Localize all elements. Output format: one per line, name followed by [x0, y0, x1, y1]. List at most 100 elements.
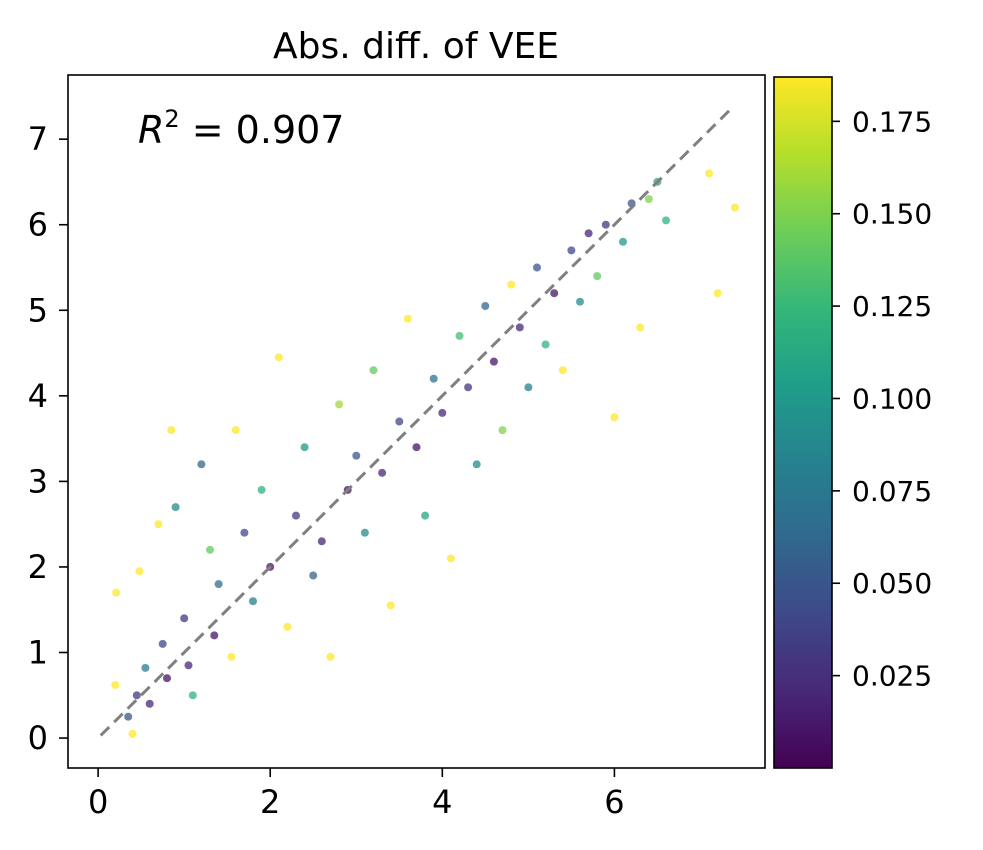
scatter-point: [132, 690, 142, 700]
y-tick-label: 5: [28, 291, 48, 329]
scatter-point: [489, 357, 499, 366]
y-tick-label: 2: [28, 548, 48, 586]
scatter-point: [455, 331, 464, 341]
scatter-point: [360, 528, 370, 538]
scatter-point: [437, 408, 447, 418]
scatter-point: [214, 579, 224, 589]
scatter-point: [171, 502, 181, 512]
scatter-point: [567, 245, 576, 255]
scatter-point: [498, 425, 507, 435]
scatter-point: [386, 601, 396, 610]
scatter-points: [110, 168, 740, 739]
colorbar-tick-label: 0.050: [852, 567, 932, 600]
scatter-point: [291, 511, 301, 520]
scatter-point: [326, 652, 335, 662]
colorbar-tick-label: 0.175: [852, 105, 932, 138]
scatter-point: [300, 442, 309, 452]
y-tick-label: 7: [28, 120, 48, 158]
colorbar-tick-label: 0.075: [852, 475, 932, 508]
scatter-point: [446, 554, 456, 563]
scatter-point: [196, 459, 206, 469]
scatter-point: [274, 352, 284, 362]
scatter-point: [463, 382, 473, 392]
scatter-point: [334, 399, 344, 409]
scatter-point: [188, 690, 198, 700]
scatter-point: [257, 485, 266, 495]
scatter-point: [377, 468, 387, 478]
scatter-point: [618, 237, 628, 247]
scatter-point: [145, 699, 155, 709]
scatter-point: [584, 228, 593, 238]
scatter-point: [644, 194, 654, 204]
scatter-point: [713, 288, 723, 298]
y-tick-label: 3: [28, 462, 48, 500]
x-tick-label: 6: [604, 783, 624, 821]
scatter-point: [592, 271, 602, 281]
scatter-point: [128, 729, 137, 739]
scatter-point: [515, 322, 525, 332]
scatter-point: [635, 322, 645, 332]
scatter-point: [166, 425, 176, 435]
r-squared-superscript: 2: [164, 105, 179, 133]
scatter-point: [209, 631, 219, 640]
scatter-point: [420, 511, 430, 520]
scatter-point: [123, 712, 133, 722]
scatter-point: [369, 365, 378, 375]
scatter-point: [506, 280, 516, 289]
scatter-point: [480, 301, 490, 311]
scatter-point: [158, 639, 168, 649]
scatter-point: [472, 459, 482, 469]
scatter-point: [231, 425, 241, 435]
scatter-point: [524, 382, 533, 392]
scatter-point: [111, 588, 121, 597]
y-tick-label: 0: [28, 719, 48, 757]
scatter-point: [134, 566, 144, 576]
scatter-point: [162, 673, 172, 683]
scatter-point: [308, 571, 318, 580]
colorbar: [773, 76, 833, 769]
scatter-point: [239, 528, 249, 538]
x-axis: 0 2 4 6: [88, 768, 625, 821]
y-tick-label: 1: [28, 634, 48, 672]
scatter-point: [248, 596, 258, 606]
x-tick-label: 4: [432, 783, 452, 821]
scatter-point: [153, 519, 163, 529]
y-tick-label: 4: [28, 377, 48, 415]
scatter-point: [110, 680, 120, 690]
scatter-point: [558, 365, 568, 375]
scatter-point: [541, 340, 550, 349]
scatter-point: [601, 220, 611, 230]
scatter-point: [549, 288, 559, 298]
colorbar-tick-label: 0.025: [852, 660, 932, 693]
r-squared-symbol: R: [138, 108, 164, 152]
plot-frame: [67, 74, 766, 769]
y-tick-label: 6: [28, 206, 48, 244]
scatter-point: [317, 536, 327, 546]
colorbar-tick-label: 0.150: [852, 198, 932, 231]
r-squared-annotation: R2 = 0.907: [138, 105, 344, 152]
scatter-point: [730, 203, 740, 213]
scatter-point: [394, 417, 404, 426]
x-tick-label: 2: [260, 783, 280, 821]
scatter-point: [412, 442, 421, 452]
chart-title: Abs. diff. of VEE: [273, 26, 559, 67]
scatter-point: [429, 374, 439, 384]
scatter-point: [351, 451, 361, 461]
scatter-point: [282, 622, 292, 632]
y-axis: 0 1 2 3 4 5 6 7: [28, 120, 68, 757]
scatter-point: [661, 215, 671, 225]
x-tick-label: 0: [88, 783, 108, 821]
scatter-point: [403, 314, 413, 324]
scatter-point: [610, 412, 619, 422]
scatter-point: [205, 545, 215, 555]
scatter-point: [227, 652, 236, 662]
r-squared-value: = 0.907: [180, 108, 345, 152]
scatter-point: [179, 613, 189, 623]
scatter-point: [140, 663, 150, 673]
scatter-point: [704, 168, 714, 178]
colorbar-axis: 0.025 0.050 0.075 0.100 0.125 0.150 0.175: [832, 105, 932, 693]
colorbar-tick-label: 0.125: [852, 290, 932, 323]
scatter-point: [575, 297, 585, 307]
identity-reference-line: [99, 105, 735, 737]
